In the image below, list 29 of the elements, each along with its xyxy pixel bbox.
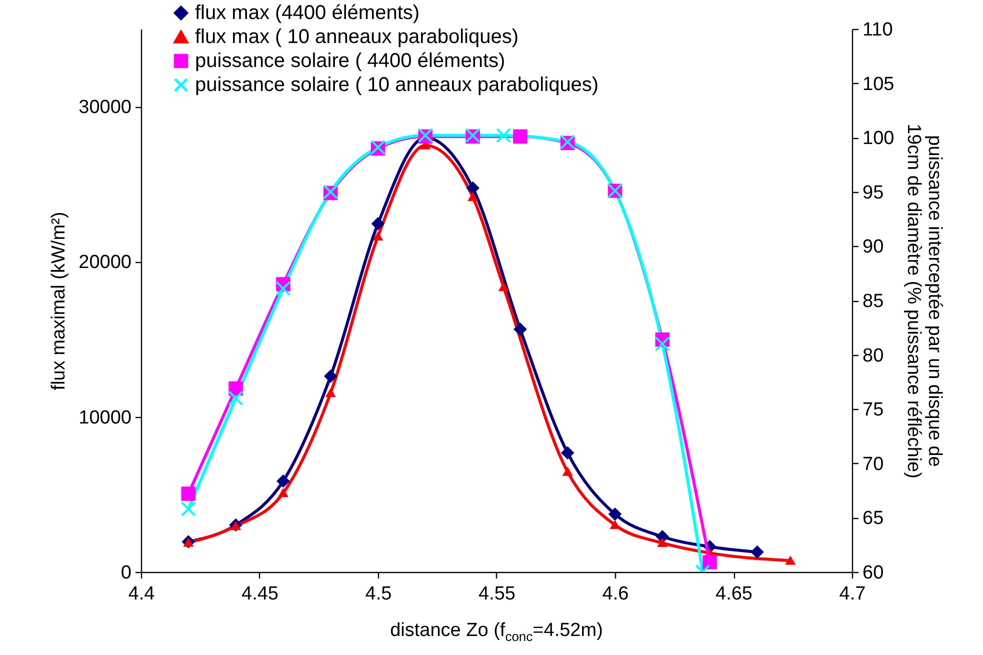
legend-label: flux max (4400 éléments): [195, 2, 420, 24]
x-tick-label: 4.5: [365, 584, 392, 604]
legend-label: puissance solaire ( 4400 éléments): [195, 50, 506, 72]
x-tick-label: 4.45: [242, 584, 278, 604]
y2-axis-title: puissance interceptée par un disque de 19cm de diamètre (% puissance réfléchie): [903, 124, 946, 478]
y-tick-label: 20000: [78, 252, 132, 274]
y2-tick-label: 105: [862, 74, 894, 95]
y-tick-label: 30000: [78, 97, 132, 118]
y-tick-label: 0: [120, 562, 132, 584]
y2-tick-label: 100: [862, 128, 894, 150]
x-tick-label: 4.55: [478, 584, 516, 604]
x-tick-label: 4.6: [602, 584, 629, 604]
y2-tick-label: 60: [862, 562, 884, 584]
y2-tick-label: 75: [862, 400, 884, 421]
y-axis-title: flux maximal (kW/m²): [48, 212, 70, 390]
y2-tick-label: 95: [862, 182, 884, 204]
y2-tick-label: 80: [862, 345, 884, 366]
legend-label: puissance solaire ( 10 anneaux paraboliques): [195, 74, 599, 96]
x-tick-label: 4.7: [839, 584, 866, 604]
x-axis-title: distance Zo (f$_{conc}$=4.52m): [389, 620, 604, 644]
y-tick-label: 10000: [78, 407, 132, 428]
x-tick-label: 4.4: [128, 584, 156, 604]
y2-tick-label: 65: [862, 508, 884, 530]
y2-tick-label: 110: [862, 20, 893, 40]
y2-tick-label: 85: [862, 291, 884, 312]
x-tick-label: 4.65: [716, 584, 752, 604]
y2-tick-label: 70: [862, 454, 884, 475]
y2-tick-label: 90: [862, 236, 884, 258]
legend-label: flux max ( 10 anneaux paraboliques): [195, 26, 519, 48]
